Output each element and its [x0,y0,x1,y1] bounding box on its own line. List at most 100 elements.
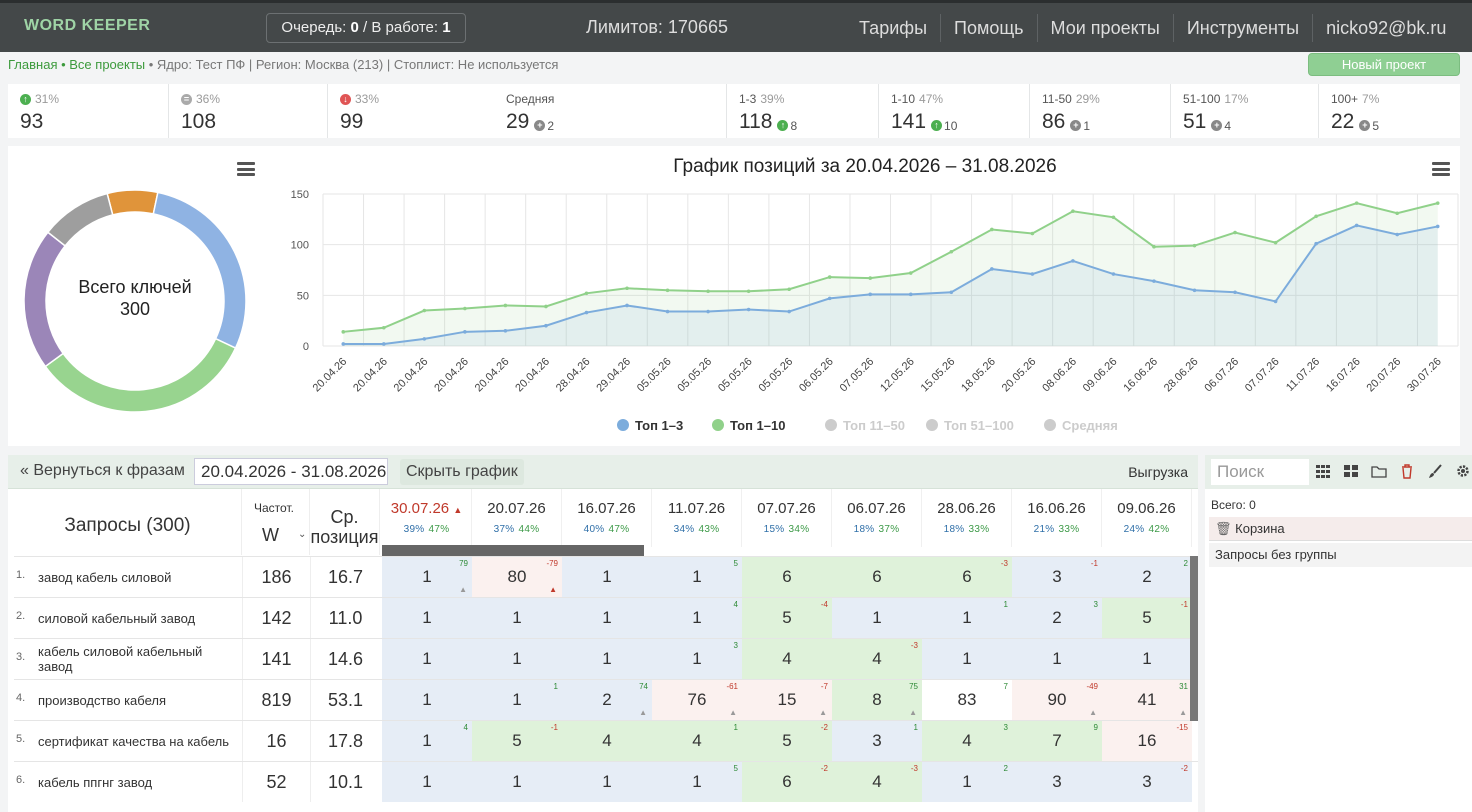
data-point[interactable] [422,337,427,341]
position-cell[interactable]: 3 [1012,762,1102,802]
position-cell[interactable]: 5 -1 [1102,598,1192,638]
series-line[interactable] [343,202,1438,333]
position-cell[interactable]: 5 -4 [742,598,832,638]
group-search-input[interactable]: Поиск [1211,459,1309,485]
data-point[interactable] [868,292,873,297]
stat-top-11-50[interactable]: 11-50 29% 86 +1 [1029,84,1100,138]
position-cell[interactable]: 3 -2 [1102,762,1192,802]
data-point[interactable] [990,227,994,232]
position-cell[interactable]: 1 [832,598,922,638]
data-point[interactable] [584,291,589,296]
data-point[interactable] [463,330,467,334]
stat-down[interactable]: ↓ 33% 99 [327,84,379,138]
data-point[interactable] [706,309,710,314]
position-cell[interactable]: 15 -7 ▲ [742,680,832,720]
data-point[interactable] [1071,209,1075,214]
chevron-down-icon[interactable]: ⌄ [298,529,307,540]
date-column-header[interactable]: 16.07.26 40% 47% [562,489,652,547]
date-range-input[interactable]: 20.04.2026 - 31.08.2026 [194,458,388,485]
position-cell[interactable]: 1 79 ▲ [382,557,472,597]
data-point[interactable] [1152,279,1156,283]
position-cell[interactable]: 1 [472,639,562,679]
data-point[interactable] [625,286,629,291]
position-cell[interactable]: 4 [562,721,652,761]
position-cell[interactable]: 1 4 [382,721,472,761]
position-cell[interactable]: 1 [382,680,472,720]
donut-slice[interactable] [23,231,67,368]
position-cell[interactable]: 6 [832,557,922,597]
date-column-header[interactable]: 28.06.26 18% 33% [922,489,1012,547]
date-column-header[interactable]: 07.07.26 15% 34% [742,489,832,547]
data-point[interactable] [787,309,791,314]
position-cell[interactable]: 90 -49 ▲ [1012,680,1102,720]
gear-icon[interactable] [1455,463,1471,479]
breadcrumb-all-projects[interactable]: Все проекты [69,57,146,72]
data-point[interactable] [1071,259,1075,263]
data-point[interactable] [1152,244,1156,249]
legend-item[interactable]: Топ 1–3 [617,418,683,433]
date-column-header[interactable]: 11.07.26 34% 43% [652,489,742,547]
data-point[interactable] [503,329,508,333]
position-cell[interactable]: 1 [472,598,562,638]
stat-same[interactable]: = 36% 108 [168,84,220,138]
date-column-header[interactable]: 06.07.26 18% 37% [832,489,922,547]
position-cell[interactable]: 1 5 [652,557,742,597]
legend-item[interactable]: Средняя [1044,418,1118,433]
nav-tools[interactable]: Инструменты [1172,14,1312,42]
query-text[interactable]: кабель силовой кабельный завод [38,644,203,674]
data-point[interactable] [382,342,386,346]
data-point[interactable] [1395,232,1399,237]
data-point[interactable] [908,292,913,297]
export-button[interactable]: Выгрузка [1128,464,1188,480]
position-cell[interactable]: 83 7 [922,680,1012,720]
legend-item[interactable]: Топ 51–100 [926,418,1014,433]
position-cell[interactable]: 2 3 [1012,598,1102,638]
position-cell[interactable]: 80 -79 ▲ [472,557,562,597]
data-point[interactable] [544,323,548,328]
data-point[interactable] [422,308,427,313]
query-text[interactable]: завод кабель силовой [38,569,172,585]
position-cell[interactable]: 1 2 [922,762,1012,802]
data-point[interactable] [1273,299,1278,304]
position-cell[interactable]: 16 -15 [1102,721,1192,761]
new-project-button[interactable]: Новый проект [1308,53,1460,76]
position-cell[interactable]: 76 -61 ▲ [652,680,742,720]
data-point[interactable] [1273,240,1278,245]
grid-small-icon[interactable] [1315,463,1331,479]
position-cell[interactable]: 2 2 [1102,557,1192,597]
stat-top-100-plus[interactable]: 100+ 7% 22 +5 [1318,84,1379,138]
data-point[interactable] [827,275,832,279]
data-point[interactable] [463,306,467,311]
data-point[interactable] [625,303,629,308]
data-point[interactable] [827,296,832,301]
position-cell[interactable]: 4 [742,639,832,679]
table-row[interactable]: 5. сертификат качества на кабель 16 17.8… [14,720,1198,761]
data-point[interactable] [341,330,346,334]
position-cell[interactable]: 4 -3 [832,762,922,802]
data-point[interactable] [1192,243,1197,248]
data-point[interactable] [1111,215,1116,220]
position-cell[interactable]: 6 [742,557,832,597]
stat-top-51-100[interactable]: 51-100 17% 51 +4 [1170,84,1248,138]
sort-asc-icon[interactable]: ▲ [453,505,463,515]
position-cell[interactable]: 1 [562,557,652,597]
group-no-group[interactable]: Запросы без группы [1209,543,1472,567]
position-cell[interactable]: 1 [562,598,652,638]
data-point[interactable] [746,307,751,312]
frequency-column-header[interactable]: Частот. W ⌄ [242,489,310,555]
position-cell[interactable]: 1 4 [652,598,742,638]
position-cell[interactable]: 41 31 ▲ [1102,680,1192,720]
donut-slice[interactable] [152,191,247,350]
position-cell[interactable]: 1 [562,762,652,802]
position-cell[interactable]: 3 1 [832,721,922,761]
nav-tariffs[interactable]: Тарифы [859,18,928,38]
date-column-header[interactable]: 16.06.26 21% 33% [1012,489,1102,547]
breadcrumb-home[interactable]: Главная [8,57,58,72]
grid-large-icon[interactable] [1343,463,1359,479]
query-text[interactable]: производство кабеля [38,692,166,708]
data-point[interactable] [1354,223,1359,228]
table-row[interactable]: 2. силовой кабельный завод 142 11.0 1 1 … [14,597,1198,638]
position-cell[interactable]: 5 -2 [742,721,832,761]
position-cell[interactable]: 1 [382,598,472,638]
group-basket[interactable]: 🗑 Корзина [1209,517,1472,541]
